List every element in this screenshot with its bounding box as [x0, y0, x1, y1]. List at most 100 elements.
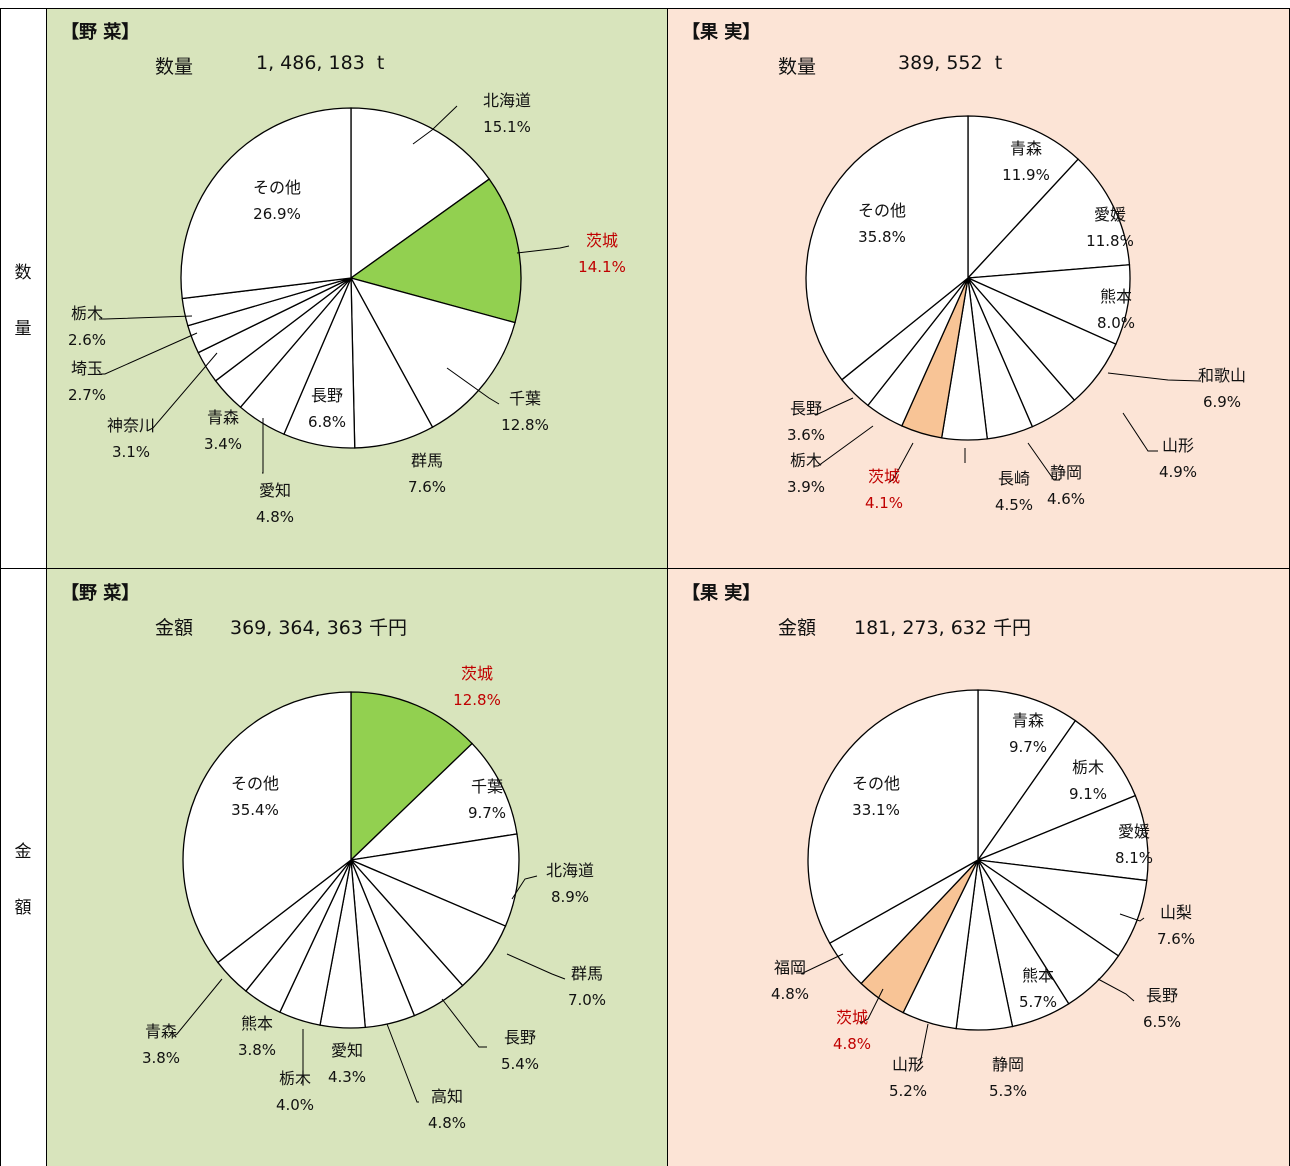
- pie-slice: [350, 691, 474, 862]
- slice-label-name: 長野: [504, 1028, 536, 1047]
- slice-label-value: 4.1%: [865, 494, 903, 512]
- leader-line: [506, 953, 566, 980]
- slice-label-value: 3.9%: [787, 478, 825, 496]
- leader-line: [1119, 913, 1145, 922]
- pie-slice: [977, 689, 1077, 863]
- leader-line: [915, 1023, 929, 1071]
- slice-label-name: その他: [253, 178, 301, 197]
- pie-slice: [807, 689, 979, 945]
- slice-label-name: 千葉: [471, 777, 503, 796]
- slice-label-value: 4.8%: [833, 1035, 871, 1053]
- slice-label-value: 6.9%: [1203, 393, 1241, 411]
- slice-label-value: 35.8%: [858, 228, 906, 246]
- slice-label-value: 14.1%: [578, 258, 626, 276]
- slice-label-value: 6.5%: [1143, 1013, 1181, 1031]
- top-margin: [0, 0, 1290, 8]
- slice-label-name: 熊本: [1022, 966, 1054, 985]
- leader-line: [814, 397, 854, 415]
- leader-line: [859, 988, 884, 1024]
- leader-line: [814, 425, 874, 467]
- slice-label-value: 11.9%: [1002, 166, 1050, 184]
- pie-slice: [349, 276, 516, 429]
- leader-line: [300, 1029, 304, 1085]
- slice-label-value: 4.5%: [995, 496, 1033, 514]
- pie-slice: [180, 107, 352, 300]
- slice-label-value: 9.1%: [1069, 785, 1107, 803]
- panel-title: 【果 実】: [682, 583, 761, 604]
- slice-label-name: 和歌山: [1198, 366, 1246, 385]
- slice-label-value: 3.8%: [142, 1049, 180, 1067]
- slice-label-name: 青森: [207, 408, 239, 427]
- slice-label-name: 茨城: [836, 1008, 868, 1027]
- slice-label-name: 熊本: [1100, 287, 1132, 306]
- pie-slice: [348, 833, 520, 927]
- panel-total-value: 389, 552 t: [898, 52, 1003, 74]
- panel-vegetable-quantity: 【野 菜】 数量 1, 486, 183 t 北海道 15.1% 茨城 14.1% 千葉…: [47, 8, 667, 568]
- row-label-char: 数: [14, 263, 32, 283]
- slice-label-value: 4.9%: [1159, 463, 1197, 481]
- slice-label-name: 山形: [1162, 436, 1194, 455]
- grid-line: [0, 568, 1290, 569]
- leader-line: [99, 332, 198, 375]
- leader-line: [262, 418, 264, 474]
- panel-total-value: 1, 486, 183 t: [256, 52, 385, 74]
- leader-line: [446, 367, 500, 405]
- slice-label-name: 山梨: [1160, 903, 1192, 922]
- panel-vegetable-value: 【野 菜】 金額 369, 364, 363 千円 茨城 12.8% 千葉 9.7% 北…: [47, 569, 667, 1166]
- panel-title: 【野 菜】: [61, 22, 140, 43]
- row-label-quantity: 数 量: [0, 8, 46, 568]
- pie-slice: [350, 107, 491, 280]
- pie-chart-vegetable-quantity: 北海道 15.1% 茨城 14.1% 千葉 12.8% 群馬 7.6% 長野 6.8% 愛知 4.8%…: [68, 91, 626, 526]
- slice-label-name: 青森: [145, 1022, 177, 1041]
- leader-line: [146, 352, 218, 432]
- leader-line: [1122, 412, 1158, 452]
- slice-label-name: 静岡: [1050, 463, 1082, 482]
- leader-line: [1097, 978, 1135, 1002]
- slice-label-name: 茨城: [461, 664, 493, 683]
- slice-label-name: 神奈川: [107, 416, 155, 435]
- slice-label-name: 群馬: [571, 964, 603, 983]
- row-label-char: 金: [14, 842, 32, 862]
- pie-slice: [805, 115, 969, 381]
- slice-label-value: 4.8%: [771, 985, 809, 1003]
- pie-slice: [349, 742, 518, 861]
- leader-line: [171, 978, 223, 1038]
- slice-label-value: 4.3%: [328, 1068, 366, 1086]
- slice-label-value: 4.8%: [428, 1114, 466, 1132]
- slice-label-name: その他: [231, 774, 279, 793]
- leader-line: [99, 315, 193, 320]
- slice-label-value: 4.8%: [256, 508, 294, 526]
- slice-label-name: 栃木: [71, 304, 103, 323]
- slice-label-name: その他: [852, 774, 900, 793]
- slice-label-name: 北海道: [483, 91, 531, 110]
- slice-label-value: 15.1%: [483, 118, 531, 136]
- slice-label-value: 4.0%: [276, 1096, 314, 1114]
- pie-chart-fruit-value: 青森 9.7% 栃木 9.1% 愛媛 8.1% 山梨 7.6% 長野 6.5% 熊本 5.7% 静岡 5.…: [771, 689, 1195, 1100]
- leader-line: [889, 442, 914, 483]
- slice-label-name: 愛媛: [1094, 205, 1126, 224]
- slice-label-value: 5.4%: [501, 1055, 539, 1073]
- slice-label-name: 埼玉: [71, 359, 103, 378]
- slice-label-value: 11.8%: [1086, 232, 1134, 250]
- slice-label-value: 3.4%: [204, 435, 242, 453]
- slice-label-name: 長崎: [998, 469, 1030, 488]
- slice-label-name: 千葉: [509, 389, 541, 408]
- grid-line: [667, 8, 668, 1166]
- slice-label-name: 愛媛: [1118, 822, 1150, 841]
- grid-line: [0, 8, 1290, 9]
- row-label-char: 量: [14, 319, 32, 339]
- slice-label-name: 茨城: [868, 467, 900, 486]
- slice-label-name: 栃木: [1072, 758, 1104, 777]
- slice-label-value: 7.0%: [568, 991, 606, 1009]
- slice-label-name: 愛知: [259, 481, 291, 500]
- slice-label-value: 9.7%: [468, 804, 506, 822]
- slice-label-name: 熊本: [241, 1014, 273, 1033]
- pie-slice: [976, 719, 1137, 862]
- slice-label-value: 9.7%: [1009, 738, 1047, 756]
- pie-chart-fruit-quantity: 青森 11.9% 愛媛 11.8% 熊本 8.0% 和歌山 6.9% 山形 4.9% 静岡 4.6% 長…: [787, 115, 1246, 514]
- pie-slice: [182, 691, 352, 964]
- slice-label-name: 長野: [790, 399, 822, 418]
- slice-label-value: 5.2%: [889, 1082, 927, 1100]
- panel-fruit-value: 【果 実】 金額 181, 273, 632 千円 青森 9.7% 栃木 9.1% 愛媛…: [668, 569, 1290, 1166]
- slice-label-name: その他: [858, 201, 906, 220]
